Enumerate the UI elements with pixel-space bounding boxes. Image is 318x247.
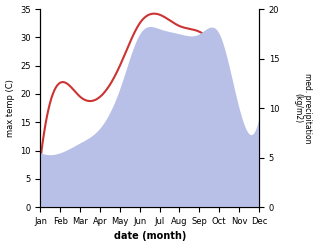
Y-axis label: max temp (C): max temp (C): [5, 79, 15, 137]
X-axis label: date (month): date (month): [114, 231, 186, 242]
Y-axis label: med. precipitation
(kg/m2): med. precipitation (kg/m2): [293, 73, 313, 143]
